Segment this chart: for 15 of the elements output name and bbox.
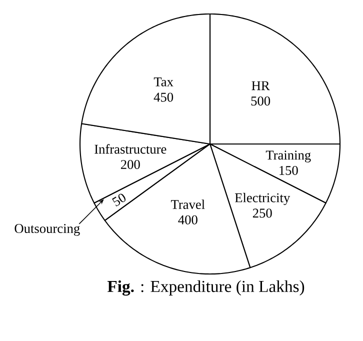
data-label: 400 <box>178 215 198 224</box>
slice-label: HR <box>252 81 270 90</box>
data-label: 50 <box>112 194 126 206</box>
data-label: 250 <box>252 208 272 218</box>
data-label: 500 <box>251 96 270 106</box>
data-label: 150 <box>280 166 298 175</box>
slice-label: Travel <box>171 200 205 210</box>
slice-label: Electricity <box>234 192 290 206</box>
text: Fig. : Expenditure (in Lakhs) <box>107 280 304 296</box>
data-label: 450 <box>154 92 174 102</box>
slice-label: Infrastructure <box>94 144 166 154</box>
slice-label: Tax <box>154 78 174 86</box>
slice-label: Outsourcing <box>14 224 80 236</box>
data-label: 200 <box>120 160 140 170</box>
slice-label: Training <box>266 150 311 162</box>
